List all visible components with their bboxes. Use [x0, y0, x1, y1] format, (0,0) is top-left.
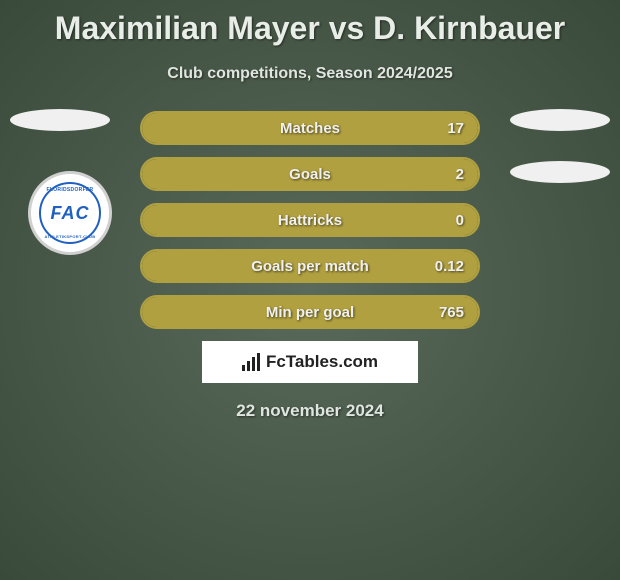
badge-bottom-text: ATHLETIKSPORT-CLUB — [45, 234, 96, 239]
footer-brand-box: FcTables.com — [202, 341, 418, 383]
bar-chart-icon — [242, 353, 260, 371]
stat-label: Matches — [280, 120, 340, 137]
badge-acronym: FAC — [51, 203, 90, 224]
placeholder-ellipse-right-top — [510, 109, 610, 131]
club-badge: FLORIDSDORFER FAC ATHLETIKSPORT-CLUB — [28, 171, 112, 255]
stat-value: 2 — [456, 166, 464, 183]
club-badge-inner: FLORIDSDORFER FAC ATHLETIKSPORT-CLUB — [39, 182, 101, 244]
stat-label: Goals — [289, 166, 331, 183]
stat-value: 17 — [447, 120, 464, 137]
badge-top-text: FLORIDSDORFER — [47, 187, 94, 193]
stat-row-hattricks: Hattricks 0 — [140, 203, 480, 237]
stat-row-min-per-goal: Min per goal 765 — [140, 295, 480, 329]
content-area: FLORIDSDORFER FAC ATHLETIKSPORT-CLUB Mat… — [0, 111, 620, 421]
stat-row-goals-per-match: Goals per match 0.12 — [140, 249, 480, 283]
stat-row-goals: Goals 2 — [140, 157, 480, 191]
stats-list: Matches 17 Goals 2 Hattricks 0 Goals per… — [140, 111, 480, 329]
stat-label: Hattricks — [278, 212, 342, 229]
footer-date: 22 november 2024 — [0, 401, 620, 421]
placeholder-ellipse-left — [10, 109, 110, 131]
stat-row-matches: Matches 17 — [140, 111, 480, 145]
footer-brand-text: FcTables.com — [266, 352, 378, 372]
stat-label: Min per goal — [266, 304, 354, 321]
page-title: Maximilian Mayer vs D. Kirnbauer — [0, 0, 620, 47]
stat-label: Goals per match — [251, 258, 369, 275]
page-subtitle: Club competitions, Season 2024/2025 — [0, 65, 620, 83]
placeholder-ellipse-right-bottom — [510, 161, 610, 183]
stat-value: 765 — [439, 304, 464, 321]
stat-value: 0.12 — [435, 258, 464, 275]
stat-value: 0 — [456, 212, 464, 229]
